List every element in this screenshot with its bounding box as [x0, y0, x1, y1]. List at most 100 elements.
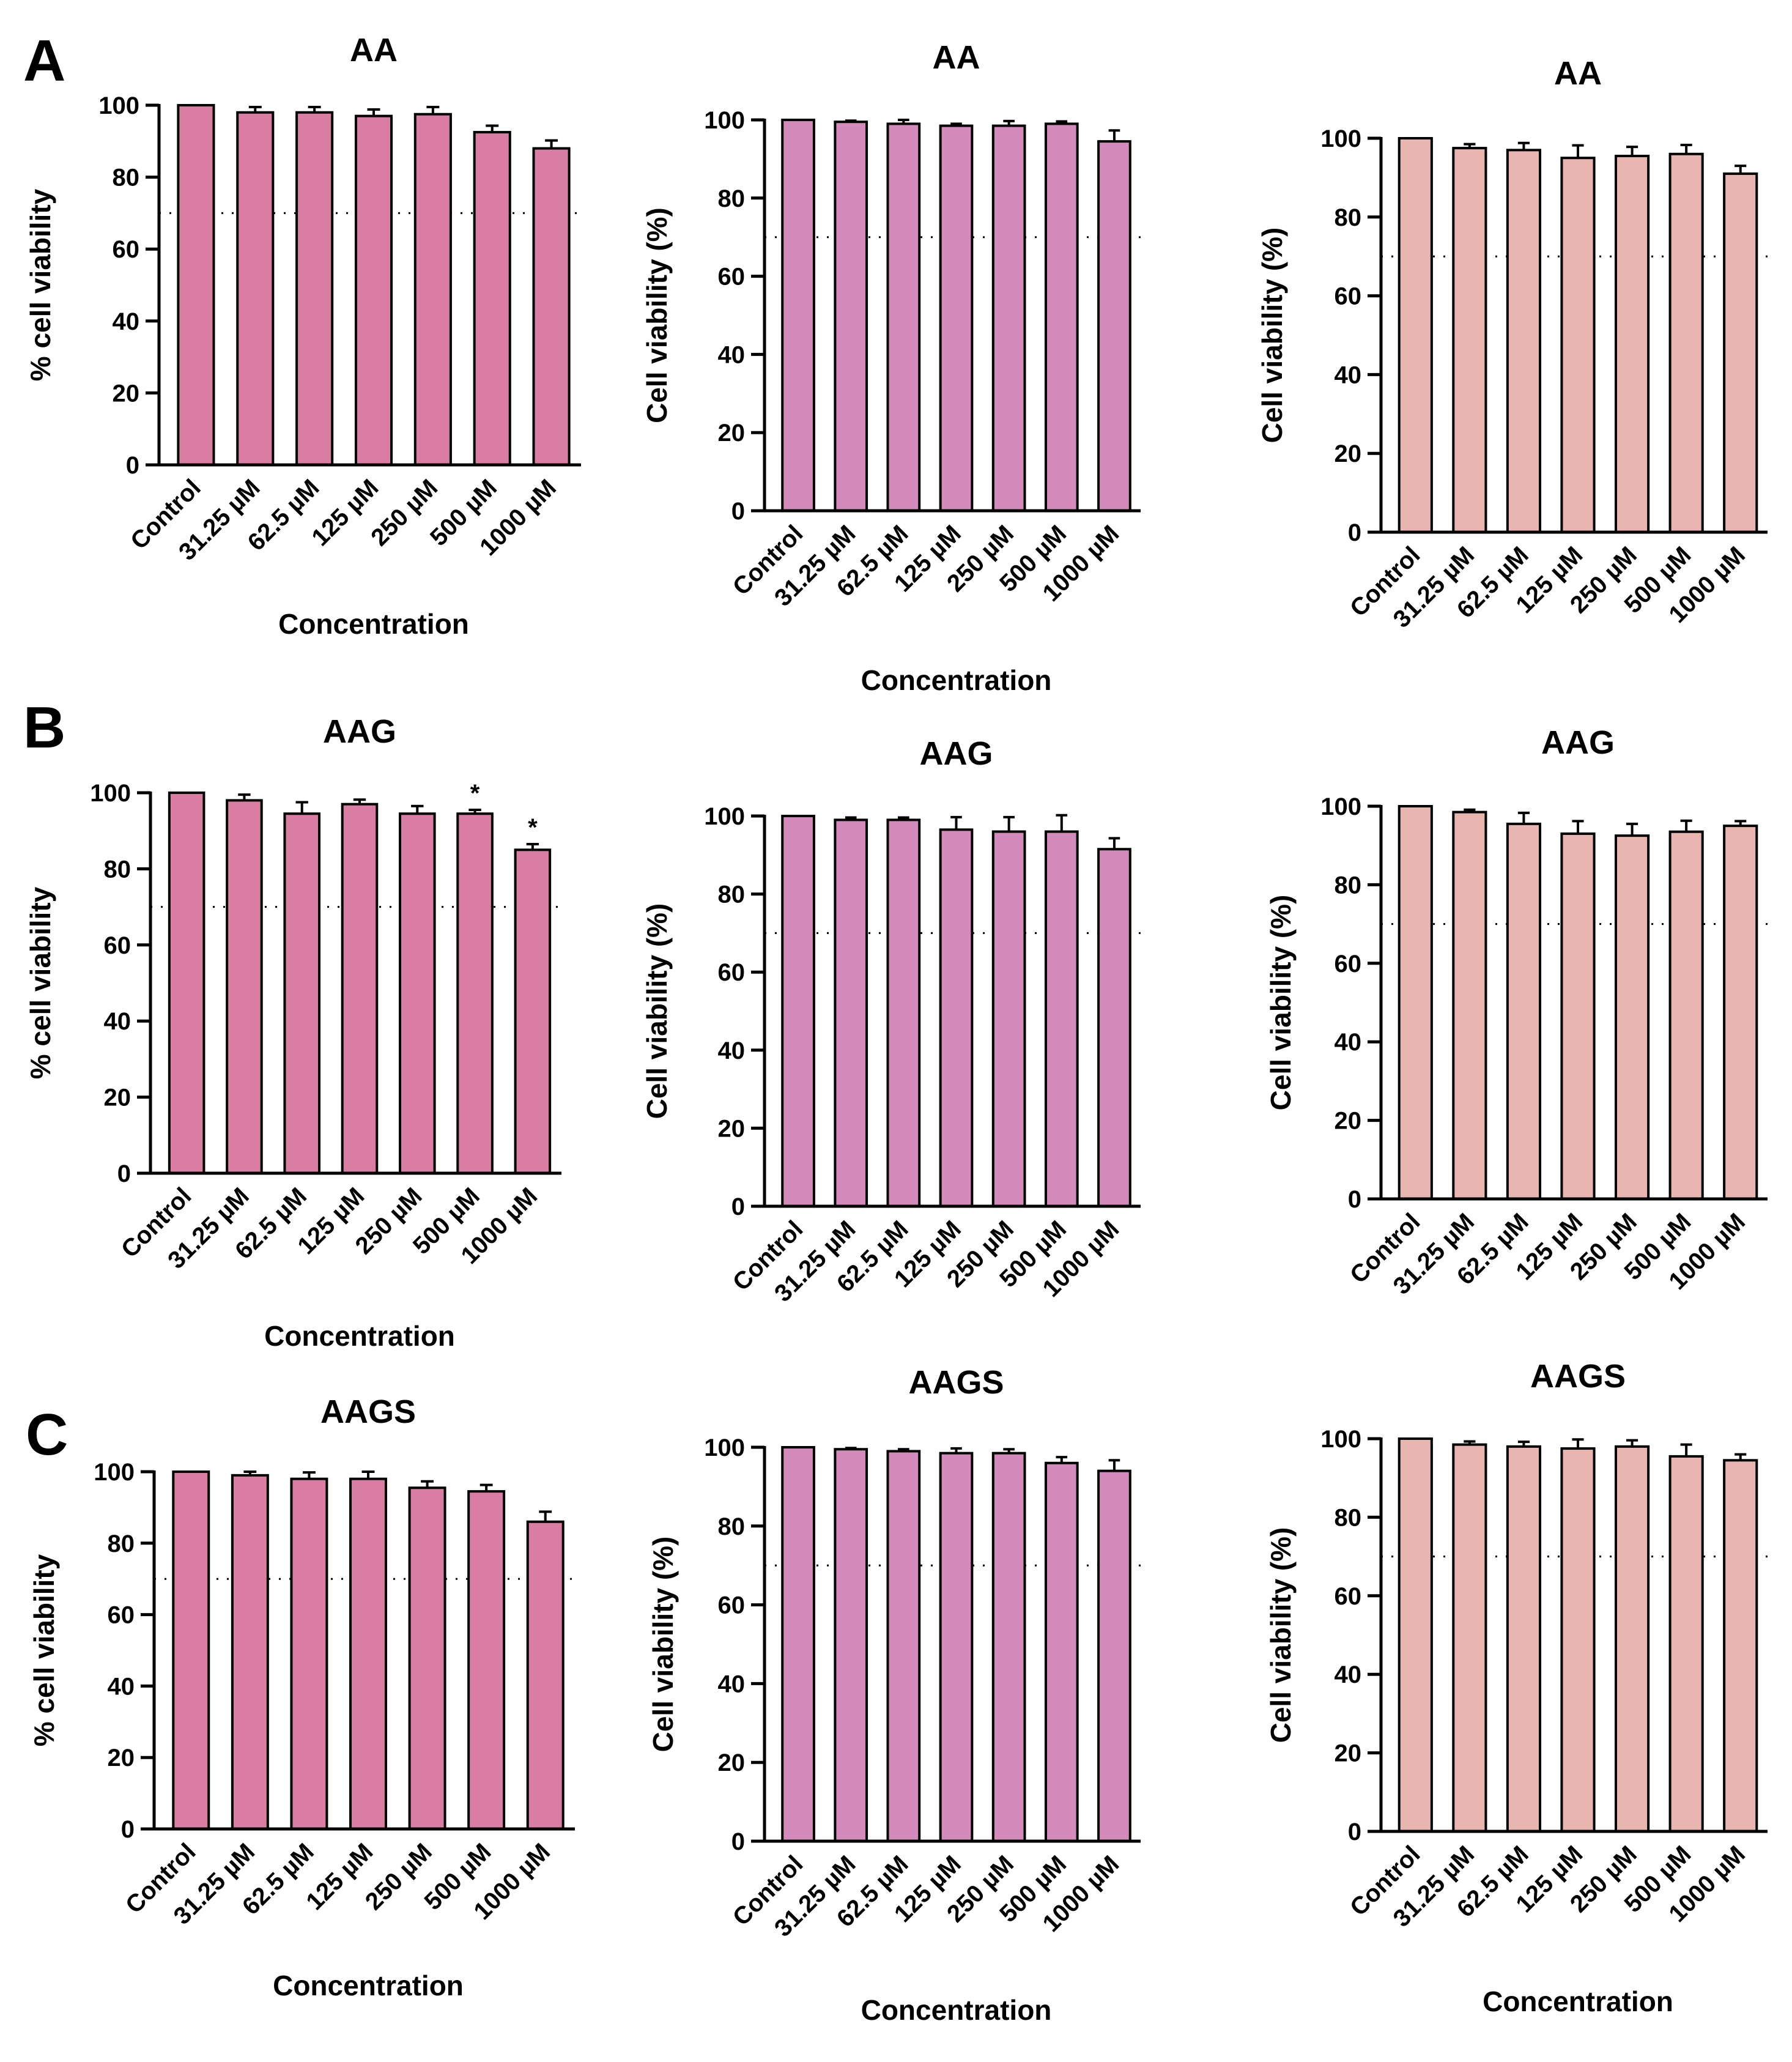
bar: [1723, 825, 1758, 1200]
bar: [1506, 149, 1542, 533]
y-axis-label: Cell viability (%): [641, 903, 673, 1119]
y-tick-label: 40: [1335, 1029, 1362, 1056]
bar: [1097, 140, 1131, 512]
x-axis-label: Concentration: [861, 1994, 1052, 2026]
bar: [1452, 1443, 1487, 1833]
bar: [1506, 1445, 1542, 1833]
significance-mark: *: [470, 780, 480, 807]
bar: [1506, 822, 1542, 1200]
category-label: 250 µM: [366, 474, 443, 551]
bar: [1668, 830, 1704, 1200]
y-axis-label: % cell viability: [28, 1554, 60, 1746]
bar: [1097, 848, 1131, 1207]
bar: [456, 812, 494, 1174]
y-tick-label: 60: [1335, 951, 1362, 977]
bar: [1560, 1447, 1596, 1833]
bar: [473, 131, 511, 467]
x-axis-label: Concentration: [264, 1320, 455, 1352]
bar: [1668, 1455, 1704, 1833]
bar: [834, 818, 868, 1207]
y-axis-label: Cell viability (%): [1256, 228, 1288, 443]
y-axis-label: % cell viability: [24, 886, 56, 1079]
y-axis-label: Cell viability (%): [641, 207, 673, 423]
bar: [1398, 805, 1433, 1200]
bar: [1044, 1461, 1079, 1842]
chart-title: AAGS: [908, 1364, 1004, 1401]
y-tick-label: 0: [117, 1160, 131, 1187]
y-tick-label: 40: [113, 308, 140, 335]
y-tick-label: 80: [1335, 1504, 1362, 1531]
bar: [236, 111, 275, 466]
bar: [1560, 157, 1596, 533]
y-tick-label: 80: [718, 1513, 746, 1540]
bar: [1452, 147, 1487, 534]
significance-mark: *: [528, 814, 538, 841]
y-tick-label: 60: [1335, 1583, 1362, 1610]
panel-letter-b: B: [23, 695, 65, 760]
y-tick-label: 100: [704, 803, 745, 830]
y-tick-label: 0: [1348, 1186, 1361, 1213]
y-tick-label: 60: [718, 1592, 746, 1619]
bar: [413, 113, 452, 466]
y-tick-label: 80: [1335, 204, 1362, 231]
y-tick-label: 20: [108, 1745, 135, 1771]
bar: [1723, 1459, 1758, 1833]
bar: [834, 1448, 868, 1842]
y-tick-label: 20: [113, 380, 140, 407]
x-axis-label: Concentration: [273, 1970, 464, 2001]
y-tick-label: 0: [731, 1828, 745, 1855]
x-axis-label: Concentration: [1483, 1986, 1673, 2017]
bar: [939, 828, 974, 1207]
panel-letter-c: C: [26, 1402, 68, 1467]
y-tick-label: 40: [718, 341, 746, 368]
bar: [1723, 172, 1758, 533]
y-tick-label: 20: [104, 1085, 131, 1111]
y-tick-label: 0: [121, 1816, 135, 1843]
y-tick-label: 40: [1335, 362, 1362, 388]
y-tick-label: 40: [718, 1671, 746, 1697]
y-tick-label: 20: [1335, 1108, 1362, 1135]
bar: [231, 1474, 269, 1831]
bar: [514, 848, 552, 1175]
bar: [226, 799, 263, 1174]
bar: [1560, 832, 1596, 1200]
y-tick-label: 40: [718, 1037, 746, 1064]
chart-title: AAGS: [1530, 1358, 1626, 1395]
y-tick-label: 60: [104, 932, 131, 959]
y-tick-label: 60: [113, 236, 140, 263]
bar: [834, 121, 868, 512]
panel-letter-a: A: [23, 28, 65, 94]
category-label: 125 µM: [301, 1838, 378, 1915]
chart-title: AA: [933, 39, 980, 76]
bar: [1615, 834, 1650, 1200]
bar: [341, 803, 379, 1175]
y-tick-label: 100: [90, 780, 131, 807]
y-tick-label: 100: [1320, 125, 1361, 152]
y-tick-label: 20: [718, 1749, 746, 1776]
y-tick-label: 100: [704, 107, 745, 134]
bar: [172, 1470, 210, 1830]
bar: [1044, 830, 1079, 1207]
chart-title: AAG: [323, 713, 396, 750]
y-tick-label: 0: [126, 452, 139, 479]
bar: [781, 1446, 815, 1842]
y-tick-label: 40: [1335, 1661, 1362, 1688]
bar: [467, 1490, 506, 1831]
bar: [177, 104, 215, 466]
y-tick-label: 60: [108, 1602, 135, 1629]
bar: [886, 818, 921, 1207]
bar: [1452, 810, 1487, 1200]
bar: [886, 122, 921, 512]
y-tick-label: 0: [1348, 519, 1361, 546]
y-tick-label: 100: [98, 92, 139, 119]
y-tick-label: 100: [1320, 1426, 1361, 1453]
bar: [939, 124, 974, 512]
bar: [1615, 1445, 1650, 1833]
